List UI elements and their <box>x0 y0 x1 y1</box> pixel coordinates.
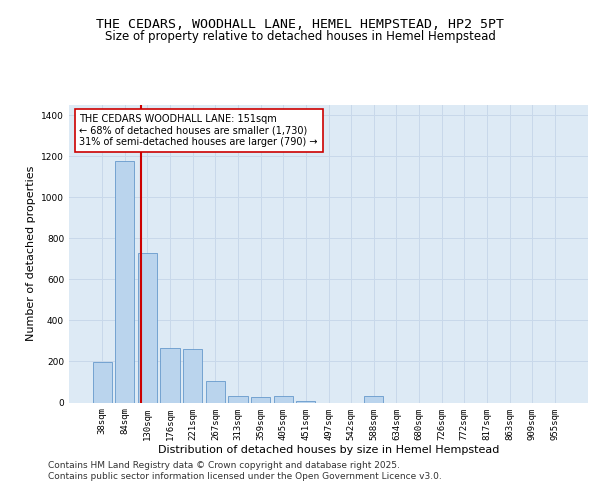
Bar <box>183 349 202 403</box>
Bar <box>206 381 225 402</box>
Text: THE CEDARS WOODHALL LANE: 151sqm
← 68% of detached houses are smaller (1,730)
31: THE CEDARS WOODHALL LANE: 151sqm ← 68% o… <box>79 114 318 147</box>
Bar <box>251 398 270 402</box>
Bar <box>296 401 316 402</box>
Bar <box>229 396 248 402</box>
Bar <box>364 396 383 402</box>
Bar <box>274 396 293 402</box>
Bar <box>160 348 180 403</box>
Text: THE CEDARS, WOODHALL LANE, HEMEL HEMPSTEAD, HP2 5PT: THE CEDARS, WOODHALL LANE, HEMEL HEMPSTE… <box>96 18 504 30</box>
Text: Size of property relative to detached houses in Hemel Hempstead: Size of property relative to detached ho… <box>104 30 496 43</box>
Text: Contains public sector information licensed under the Open Government Licence v3: Contains public sector information licen… <box>48 472 442 481</box>
Y-axis label: Number of detached properties: Number of detached properties <box>26 166 35 342</box>
Bar <box>92 362 112 403</box>
Bar <box>138 252 157 402</box>
Bar <box>115 162 134 402</box>
X-axis label: Distribution of detached houses by size in Hemel Hempstead: Distribution of detached houses by size … <box>158 445 499 455</box>
Text: Contains HM Land Registry data © Crown copyright and database right 2025.: Contains HM Land Registry data © Crown c… <box>48 461 400 470</box>
